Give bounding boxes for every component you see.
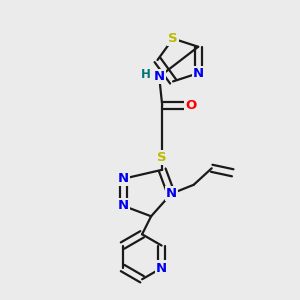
Text: H: H xyxy=(141,68,151,81)
Text: N: N xyxy=(156,262,167,275)
Text: N: N xyxy=(118,172,129,185)
Text: N: N xyxy=(154,70,165,83)
Text: O: O xyxy=(185,99,196,112)
Text: N: N xyxy=(193,67,204,80)
Text: N: N xyxy=(166,187,177,200)
Text: N: N xyxy=(118,199,129,212)
Text: S: S xyxy=(158,151,167,164)
Text: S: S xyxy=(168,32,178,45)
